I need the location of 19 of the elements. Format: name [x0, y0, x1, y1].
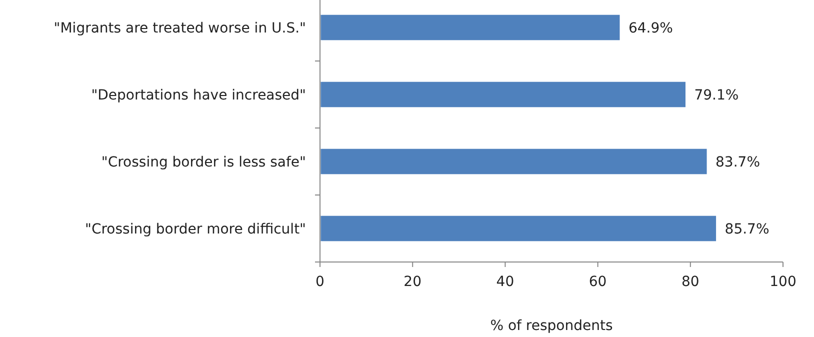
x-tick-label: 100 [770, 274, 796, 290]
x-axis-title: % of respondents [490, 318, 613, 334]
data-label: 64.9% [628, 20, 673, 36]
x-tick-label: 40 [496, 274, 514, 290]
data-label: 85.7% [724, 221, 770, 238]
data-label: 79.1% [694, 87, 739, 104]
y-tick-label: "Crossing border is less safe" [101, 154, 306, 170]
bar [319, 80, 687, 109]
y-tick-label: "Crossing border more difficult" [85, 221, 306, 238]
bar [319, 13, 622, 42]
x-tick-label: 0 [316, 274, 324, 290]
data-label: 83.7% [716, 154, 760, 170]
x-tick-label: 20 [404, 274, 422, 290]
x-tick-label: 80 [681, 274, 700, 290]
bar [319, 147, 708, 176]
y-tick-label: "Deportations have increased" [91, 87, 306, 104]
bar [319, 214, 718, 243]
x-tick-label: 60 [588, 274, 607, 290]
y-tick-label: "Migrants are treated worse in U.S." [54, 20, 306, 36]
